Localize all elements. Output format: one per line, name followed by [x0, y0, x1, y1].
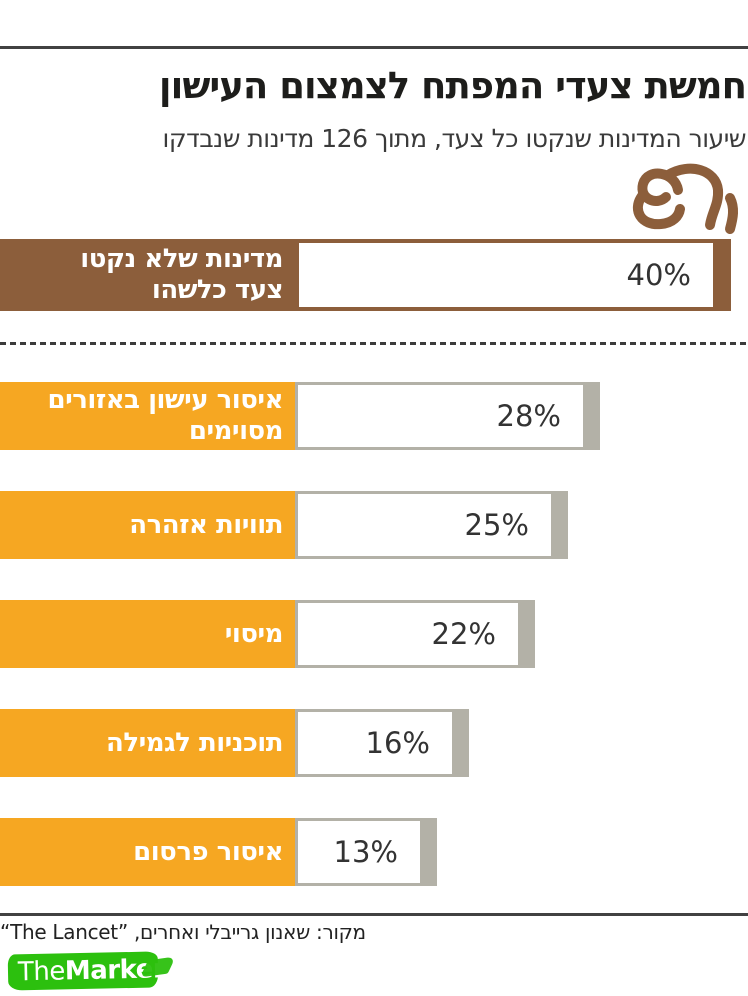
top-divider [0, 46, 748, 49]
bar-label: תוויות אזהרה [0, 491, 295, 559]
bar-label: איסור עישון באזורים מסוימים [0, 382, 295, 450]
bar-row: מדינות שלא נקטו צעד כלשהו 40% [0, 239, 731, 311]
bar: 22% [295, 600, 535, 668]
smoke-puff-path [632, 191, 685, 230]
bar-value-label: 13% [333, 835, 398, 869]
bar: 25% [295, 491, 568, 559]
bar-row: תוכניות לגמילה 16% [0, 709, 469, 777]
bar: 13% [295, 818, 437, 886]
bar-label: מיסוי [0, 600, 295, 668]
bar-tip [551, 494, 565, 556]
bar-tip [420, 821, 434, 883]
bar-label: איסור פרסום [0, 818, 295, 886]
smoke-trail-path [725, 193, 738, 234]
bar-value-label: 22% [431, 617, 496, 651]
bar-value-label: 25% [464, 508, 529, 542]
bar-tip [583, 385, 597, 447]
source-note: מקור: שאנון גרייבלי ואחרים, ”The Lancet“ [0, 920, 366, 944]
bar-tip [713, 243, 727, 307]
bar-row: איסור פרסום 13% [0, 818, 437, 886]
chart-subtitle: שיעור המדינות שנקטו כל צעד, מתוך 126 מדי… [162, 124, 747, 153]
footer-divider [0, 913, 748, 916]
bar-value-label: 40% [626, 258, 691, 292]
bar-row: איסור עישון באזורים מסוימים 28% [0, 382, 600, 450]
bar-label: תוכניות לגמילה [0, 709, 295, 777]
smoke-wave-path [663, 163, 724, 230]
bar-value-label: 16% [365, 726, 430, 760]
bar-row: תוויות אזהרה 25% [0, 491, 568, 559]
logo-text-the: The [17, 956, 66, 988]
bar-label: מדינות שלא נקטו צעד כלשהו [0, 239, 295, 311]
bar-tip [452, 712, 466, 774]
bar-tip [518, 603, 532, 665]
themarker-logo: The Marker [7, 951, 165, 991]
logo-text-marker: Marker [64, 954, 166, 987]
bar-value-label: 28% [496, 399, 561, 433]
bar: 28% [295, 382, 600, 450]
bar-row: מיסוי 22% [0, 600, 535, 668]
bar: 16% [295, 709, 469, 777]
chart-title: חמשת צעדי המפתח לצמצום העישון [158, 64, 747, 107]
bar: 40% [295, 239, 731, 311]
smoke-icon [632, 163, 738, 234]
dashed-divider [0, 342, 748, 345]
